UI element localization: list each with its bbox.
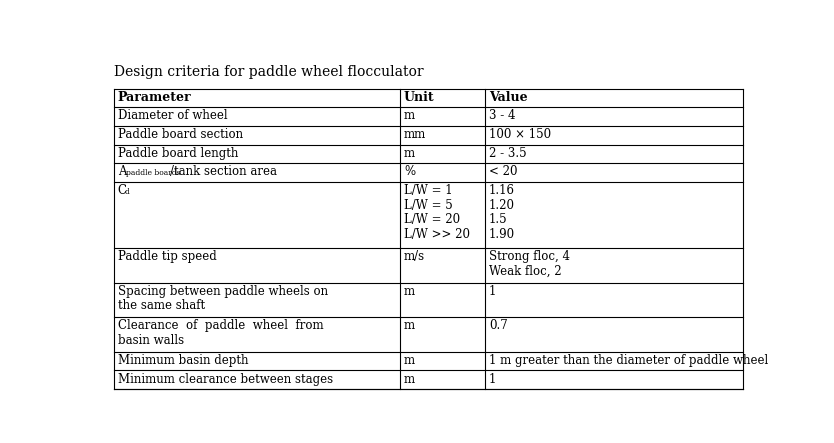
- Text: 1.20: 1.20: [489, 198, 515, 212]
- Text: Minimum basin depth: Minimum basin depth: [118, 354, 249, 367]
- Text: Weak floc, 2: Weak floc, 2: [489, 265, 561, 278]
- Text: C: C: [118, 184, 127, 197]
- Text: Spacing between paddle wheels on: Spacing between paddle wheels on: [118, 285, 328, 298]
- Text: d: d: [125, 188, 130, 196]
- Text: Unit: Unit: [404, 91, 435, 104]
- Text: Paddle board section: Paddle board section: [118, 128, 243, 141]
- Text: A: A: [118, 165, 126, 179]
- Text: Strong floc, 4: Strong floc, 4: [489, 250, 570, 263]
- Text: m: m: [404, 319, 415, 332]
- Text: m: m: [404, 354, 415, 367]
- Text: Paddle tip speed: Paddle tip speed: [118, 250, 217, 263]
- Text: paddle boards: paddle boards: [126, 169, 180, 177]
- Text: 100 × 150: 100 × 150: [489, 128, 551, 141]
- Text: Value: Value: [489, 91, 527, 104]
- Text: 1: 1: [489, 285, 496, 298]
- Text: m: m: [404, 373, 415, 385]
- Text: L/W = 20: L/W = 20: [404, 213, 460, 226]
- Text: 1 m greater than the diameter of paddle wheel: 1 m greater than the diameter of paddle …: [489, 354, 768, 367]
- Text: L/W = 1: L/W = 1: [404, 184, 453, 197]
- Text: Paddle board length: Paddle board length: [118, 147, 239, 159]
- Text: Minimum clearance between stages: Minimum clearance between stages: [118, 373, 333, 385]
- Text: /tank section area: /tank section area: [169, 165, 277, 179]
- Text: Clearance  of  paddle  wheel  from: Clearance of paddle wheel from: [118, 319, 324, 332]
- Text: basin walls: basin walls: [118, 334, 184, 347]
- Text: 1.5: 1.5: [489, 213, 508, 226]
- Text: Design criteria for paddle wheel flocculator: Design criteria for paddle wheel floccul…: [114, 65, 424, 79]
- Text: %: %: [404, 165, 415, 179]
- Text: Diameter of wheel: Diameter of wheel: [118, 109, 228, 122]
- Text: mm: mm: [404, 128, 426, 141]
- Text: L/W >> 20: L/W >> 20: [404, 228, 470, 241]
- Text: 1.90: 1.90: [489, 228, 515, 241]
- Text: < 20: < 20: [489, 165, 517, 179]
- Text: m/s: m/s: [404, 250, 425, 263]
- Text: 2 - 3.5: 2 - 3.5: [489, 147, 526, 159]
- Text: L/W = 5: L/W = 5: [404, 198, 453, 212]
- Text: m: m: [404, 147, 415, 159]
- Text: 0.7: 0.7: [489, 319, 508, 332]
- Text: 1: 1: [489, 373, 496, 385]
- Text: m: m: [404, 285, 415, 298]
- Text: Parameter: Parameter: [118, 91, 192, 104]
- Text: m: m: [404, 109, 415, 122]
- Text: 1.16: 1.16: [489, 184, 515, 197]
- Text: the same shaft: the same shaft: [118, 299, 205, 312]
- Text: 3 - 4: 3 - 4: [489, 109, 515, 122]
